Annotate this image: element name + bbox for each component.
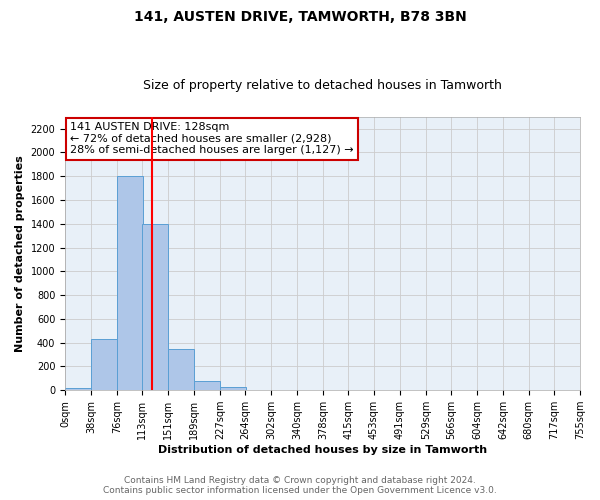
Bar (194, 382, 220, 390)
Y-axis label: Number of detached properties: Number of detached properties (15, 155, 25, 352)
Bar (91, 339, 117, 390)
X-axis label: Distribution of detached houses by size in Tamworth: Distribution of detached houses by size … (158, 445, 487, 455)
Bar (220, 387, 246, 390)
Bar (168, 348, 194, 390)
Bar (142, 224, 168, 390)
Text: 141, AUSTEN DRIVE, TAMWORTH, B78 3BN: 141, AUSTEN DRIVE, TAMWORTH, B78 3BN (134, 10, 466, 24)
Text: Contains HM Land Registry data © Crown copyright and database right 2024.
Contai: Contains HM Land Registry data © Crown c… (103, 476, 497, 495)
Bar (65, 388, 91, 390)
Bar (117, 176, 143, 390)
Title: Size of property relative to detached houses in Tamworth: Size of property relative to detached ho… (143, 79, 502, 92)
Text: 141 AUSTEN DRIVE: 128sqm
← 72% of detached houses are smaller (2,928)
28% of sem: 141 AUSTEN DRIVE: 128sqm ← 72% of detach… (70, 122, 354, 156)
